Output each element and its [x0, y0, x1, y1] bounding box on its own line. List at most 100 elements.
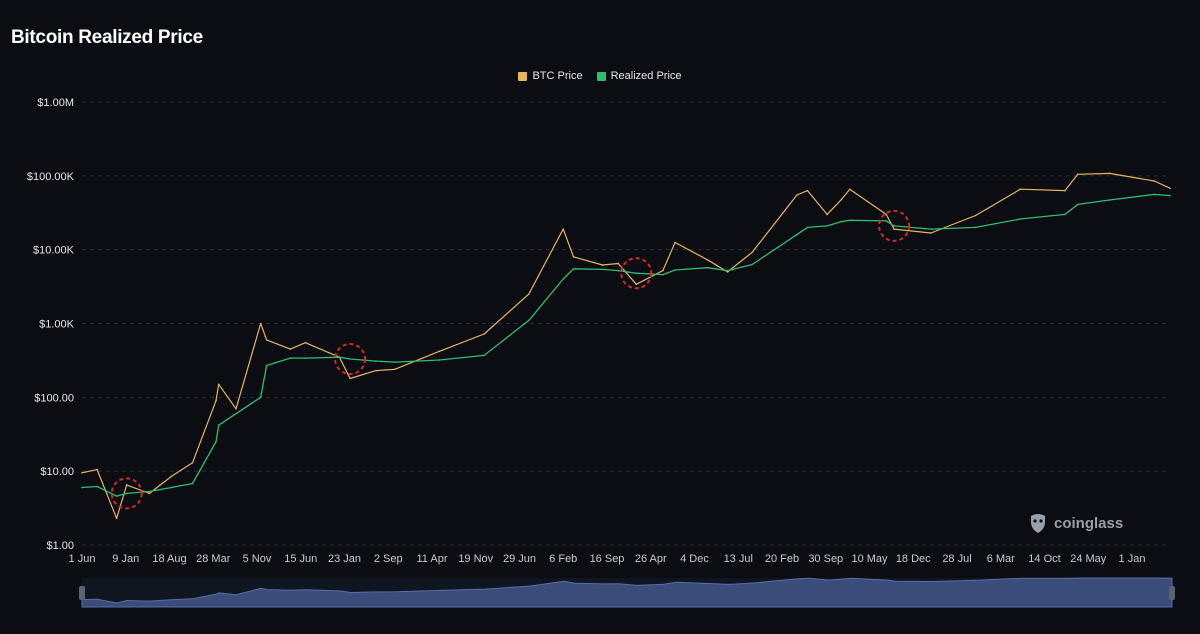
x-axis: 1 Jun 9 Jan 18 Aug 28 Mar 5 Nov 15 Jun 23 Jan 2… [69, 553, 1146, 565]
data-point [1077, 173, 1079, 176]
data-point [572, 256, 575, 258]
data-point [170, 475, 173, 478]
legend-item-realized-price[interactable]: Realized Price [596, 70, 682, 82]
x-tick-label: 6 Feb [549, 553, 577, 565]
data-point [706, 266, 709, 269]
data-point [115, 495, 118, 497]
data-point [81, 486, 83, 489]
data-point [235, 412, 237, 415]
data-point [1169, 194, 1171, 197]
data-point [1153, 193, 1156, 196]
data-point [662, 273, 664, 276]
x-tick-label: 2 Sep [374, 553, 403, 565]
x-tick-label: 20 Feb [765, 553, 799, 565]
data-point [848, 188, 851, 190]
data-point [974, 226, 977, 229]
data-point [1019, 188, 1022, 190]
data-point [885, 213, 888, 216]
x-tick-label: 6 Mar [987, 553, 1015, 565]
data-point [393, 361, 396, 363]
data-point [562, 228, 565, 230]
watermark-text: coinglass [1054, 514, 1124, 532]
data-point [438, 359, 441, 361]
x-tick-label: 26 Apr [635, 553, 667, 565]
x-tick-label: 23 Jan [328, 553, 361, 565]
data-point [215, 440, 217, 443]
navigator-left-handle-icon[interactable] [79, 586, 85, 600]
data-point [217, 424, 220, 426]
data-point [1169, 187, 1171, 189]
data-point [259, 396, 262, 399]
data-point [1064, 213, 1066, 216]
data-point [125, 484, 128, 486]
x-tick-label: 13 Jul [724, 553, 753, 565]
data-point [893, 228, 895, 230]
btc-price-swatch-icon [518, 71, 528, 81]
data-point [217, 383, 220, 386]
data-point [751, 251, 753, 254]
annotation-circle [334, 343, 367, 376]
legend: BTC Price Realized Price [0, 70, 1200, 82]
data-point [1064, 189, 1066, 192]
data-point [635, 283, 638, 286]
data-point [304, 341, 307, 344]
legend-label-btc-price: BTC Price [532, 70, 583, 82]
x-tick-label: 14 Oct [1028, 553, 1060, 565]
btc-price-line [81, 172, 1171, 519]
x-tick-label: 29 Jun [503, 553, 536, 565]
data-point [527, 293, 530, 295]
y-tick-label: $10.00 [40, 466, 74, 478]
data-point [726, 271, 729, 273]
data-point [1077, 203, 1079, 206]
x-tick-label: 9 Jan [112, 553, 139, 565]
x-tick-label: 11 Apr [417, 553, 448, 565]
x-tick-label: 16 Sep [590, 553, 625, 565]
y-tick-label: $1.00 [46, 540, 74, 552]
data-point [170, 486, 173, 489]
navigator-series-area [81, 577, 1173, 608]
data-point [806, 226, 809, 229]
data-point [304, 357, 307, 359]
data-point [726, 269, 729, 272]
data-point [840, 198, 843, 201]
data-point [1153, 180, 1156, 182]
data-point [148, 490, 151, 493]
y-tick-label: $1.00M [37, 97, 74, 109]
data-point [572, 268, 575, 270]
data-point [96, 485, 98, 488]
data-point [81, 472, 83, 474]
data-point [527, 319, 530, 322]
data-point [796, 233, 798, 236]
data-point [125, 492, 128, 495]
data-point [375, 360, 377, 362]
realized-price-line [81, 193, 1171, 497]
navigator-right-handle-icon[interactable] [1169, 586, 1175, 600]
legend-label-realized-price: Realized Price [610, 70, 682, 82]
annotation-group [110, 209, 911, 510]
y-tick-label: $100.00 [34, 392, 74, 404]
data-point [751, 263, 753, 266]
data-point [826, 213, 828, 216]
range-navigator[interactable] [79, 577, 1175, 608]
data-point [706, 258, 709, 261]
data-point [885, 220, 888, 222]
data-point [662, 269, 664, 272]
annotation-circle [620, 257, 653, 290]
annotation-circle [878, 209, 911, 242]
data-point [930, 232, 932, 234]
data-point [674, 269, 676, 271]
y-tick-label: $100.00K [27, 171, 75, 183]
realized-price-swatch-icon [596, 71, 606, 81]
legend-item-btc-price[interactable]: BTC Price [518, 70, 583, 82]
coinglass-logo-icon [1031, 514, 1045, 533]
data-point [617, 262, 619, 265]
annotation-circle [110, 477, 143, 510]
data-point [562, 278, 565, 280]
x-tick-label: 28 Mar [196, 553, 231, 565]
x-tick-label: 15 Jun [284, 553, 317, 565]
data-point [191, 482, 194, 485]
data-point [265, 339, 268, 341]
data-point [635, 272, 638, 275]
data-point [338, 356, 341, 358]
